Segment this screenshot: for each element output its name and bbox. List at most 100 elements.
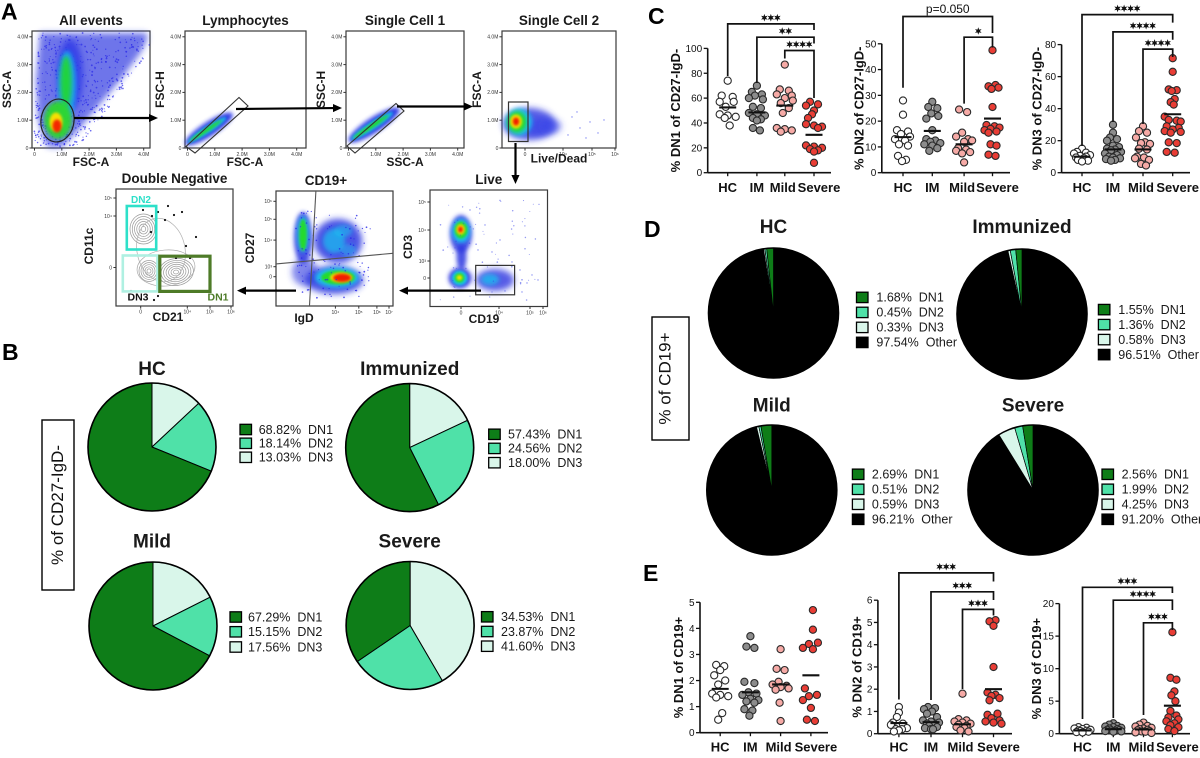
svg-text:10³: 10³ — [265, 265, 273, 271]
svg-text:15: 15 — [1043, 632, 1055, 643]
svg-text:0.51% DN2: 0.51% DN2 — [872, 483, 939, 497]
svg-text:Severe: Severe — [1156, 740, 1199, 754]
svg-text:2.69% DN1: 2.69% DN1 — [872, 468, 939, 482]
svg-text:10⁵: 10⁵ — [588, 152, 596, 158]
svg-text:HC: HC — [718, 180, 737, 195]
svg-text:CD19+: CD19+ — [305, 173, 348, 188]
svg-text:3.0M: 3.0M — [111, 152, 122, 158]
svg-text:IM: IM — [1106, 180, 1120, 195]
svg-text:0: 0 — [179, 146, 182, 152]
svg-text:15.15% DN2: 15.15% DN2 — [248, 625, 322, 639]
svg-text:1.99% DN2: 1.99% DN2 — [1122, 483, 1189, 497]
svg-text:40: 40 — [691, 118, 703, 129]
svg-text:80: 80 — [1045, 40, 1057, 51]
svg-text:IM: IM — [743, 740, 757, 754]
svg-text:2.0M: 2.0M — [331, 90, 342, 96]
svg-text:IM: IM — [924, 740, 938, 754]
svg-text:1.0M: 1.0M — [370, 152, 381, 158]
svg-text:57.43% DN1: 57.43% DN1 — [508, 428, 582, 442]
svg-text:10⁴: 10⁴ — [332, 310, 340, 316]
svg-text:HC: HC — [1073, 740, 1092, 754]
svg-text:2.0M: 2.0M — [237, 152, 248, 158]
svg-text:0.58% DN3: 0.58% DN3 — [1118, 333, 1185, 347]
svg-text:0: 0 — [423, 276, 426, 282]
svg-text:Lymphocytes: Lymphocytes — [202, 13, 289, 28]
svg-text:Severe: Severe — [977, 740, 1020, 754]
svg-text:20: 20 — [1045, 136, 1057, 147]
svg-text:IM: IM — [1106, 740, 1120, 754]
svg-text:0.59% DN3: 0.59% DN3 — [872, 498, 939, 512]
svg-text:10⁷: 10⁷ — [385, 310, 393, 316]
svg-text:80: 80 — [691, 69, 703, 80]
svg-text:CD3: CD3 — [401, 235, 415, 259]
svg-text:2: 2 — [867, 685, 873, 696]
svg-text:IM: IM — [750, 180, 764, 195]
svg-text:Severe: Severe — [798, 180, 841, 195]
svg-text:E: E — [643, 560, 658, 586]
svg-text:5: 5 — [689, 598, 695, 609]
svg-text:3: 3 — [689, 650, 695, 661]
svg-text:HC: HC — [890, 740, 909, 754]
svg-text:4.0M: 4.0M — [17, 35, 28, 41]
svg-text:p=0.050: p=0.050 — [926, 2, 970, 16]
svg-text:1.0M: 1.0M — [331, 118, 342, 124]
svg-text:10⁵: 10⁵ — [418, 200, 426, 206]
svg-text:3.0M: 3.0M — [17, 62, 28, 68]
svg-text:60: 60 — [691, 94, 703, 105]
svg-text:HC: HC — [894, 180, 913, 195]
svg-text:% DN2 of CD19+: % DN2 of CD19+ — [850, 616, 865, 718]
svg-text:% DN2 of CD27-IgD-: % DN2 of CD27-IgD- — [852, 46, 867, 170]
svg-text:% DN3 of CD19+: % DN3 of CD19+ — [1029, 617, 1044, 719]
svg-text:Mild: Mild — [1129, 740, 1155, 754]
svg-text:HC: HC — [711, 740, 730, 754]
svg-text:17.56% DN3: 17.56% DN3 — [248, 640, 322, 654]
svg-text:% DN1 of CD19+: % DN1 of CD19+ — [671, 616, 686, 718]
svg-text:DN1: DN1 — [207, 292, 228, 304]
svg-text:Live: Live — [475, 172, 503, 187]
svg-text:HC: HC — [760, 217, 788, 238]
svg-text:Single Cell 2: Single Cell 2 — [519, 13, 599, 28]
svg-text:1.36% DN2: 1.36% DN2 — [1118, 318, 1185, 332]
svg-text:Immunized: Immunized — [360, 359, 459, 380]
svg-text:67.29% DN1: 67.29% DN1 — [248, 610, 322, 624]
svg-text:0: 0 — [26, 146, 29, 152]
svg-text:FSC-A: FSC-A — [470, 71, 484, 108]
svg-text:A: A — [1, 0, 18, 25]
svg-text:1.0M: 1.0M — [170, 118, 181, 124]
svg-text:0: 0 — [186, 152, 189, 158]
svg-text:1.0M: 1.0M — [56, 152, 67, 158]
svg-text:0: 0 — [697, 168, 703, 179]
svg-text:0: 0 — [1048, 729, 1054, 740]
svg-text:2.0M: 2.0M — [84, 152, 95, 158]
svg-text:0: 0 — [689, 728, 695, 739]
svg-text:5: 5 — [1048, 697, 1054, 708]
svg-text:Severe: Severe — [976, 180, 1019, 195]
svg-text:10⁵: 10⁵ — [104, 196, 112, 202]
svg-text:2.0M: 2.0M — [170, 90, 181, 96]
svg-text:10⁴: 10⁴ — [104, 214, 112, 220]
svg-text:100: 100 — [686, 44, 703, 55]
svg-text:CD19: CD19 — [469, 312, 500, 326]
svg-text:10⁵: 10⁵ — [526, 311, 534, 317]
svg-text:Severe: Severe — [1156, 180, 1199, 195]
svg-text:10⁴: 10⁴ — [264, 238, 272, 244]
svg-text:10: 10 — [865, 142, 877, 153]
svg-text:Mild: Mild — [770, 180, 796, 195]
svg-text:60: 60 — [1045, 72, 1057, 83]
svg-text:Mild: Mild — [1128, 180, 1154, 195]
svg-text:10⁴: 10⁴ — [418, 228, 426, 234]
svg-text:68.82% DN1: 68.82% DN1 — [259, 423, 333, 437]
svg-text:C: C — [648, 3, 665, 29]
svg-text:0: 0 — [524, 152, 527, 158]
svg-text:Live/Dead: Live/Dead — [531, 152, 588, 166]
svg-text:Mild: Mild — [948, 740, 974, 754]
svg-text:4.0M: 4.0M — [487, 35, 498, 41]
svg-text:2.0M: 2.0M — [398, 152, 409, 158]
svg-text:3.0M: 3.0M — [170, 62, 181, 68]
svg-text:5: 5 — [867, 618, 873, 629]
svg-text:2.0M: 2.0M — [17, 90, 28, 96]
svg-text:3.0M: 3.0M — [425, 152, 436, 158]
svg-text:Severe: Severe — [379, 532, 441, 553]
svg-text:4.0M: 4.0M — [452, 152, 463, 158]
svg-text:All events: All events — [59, 13, 123, 28]
